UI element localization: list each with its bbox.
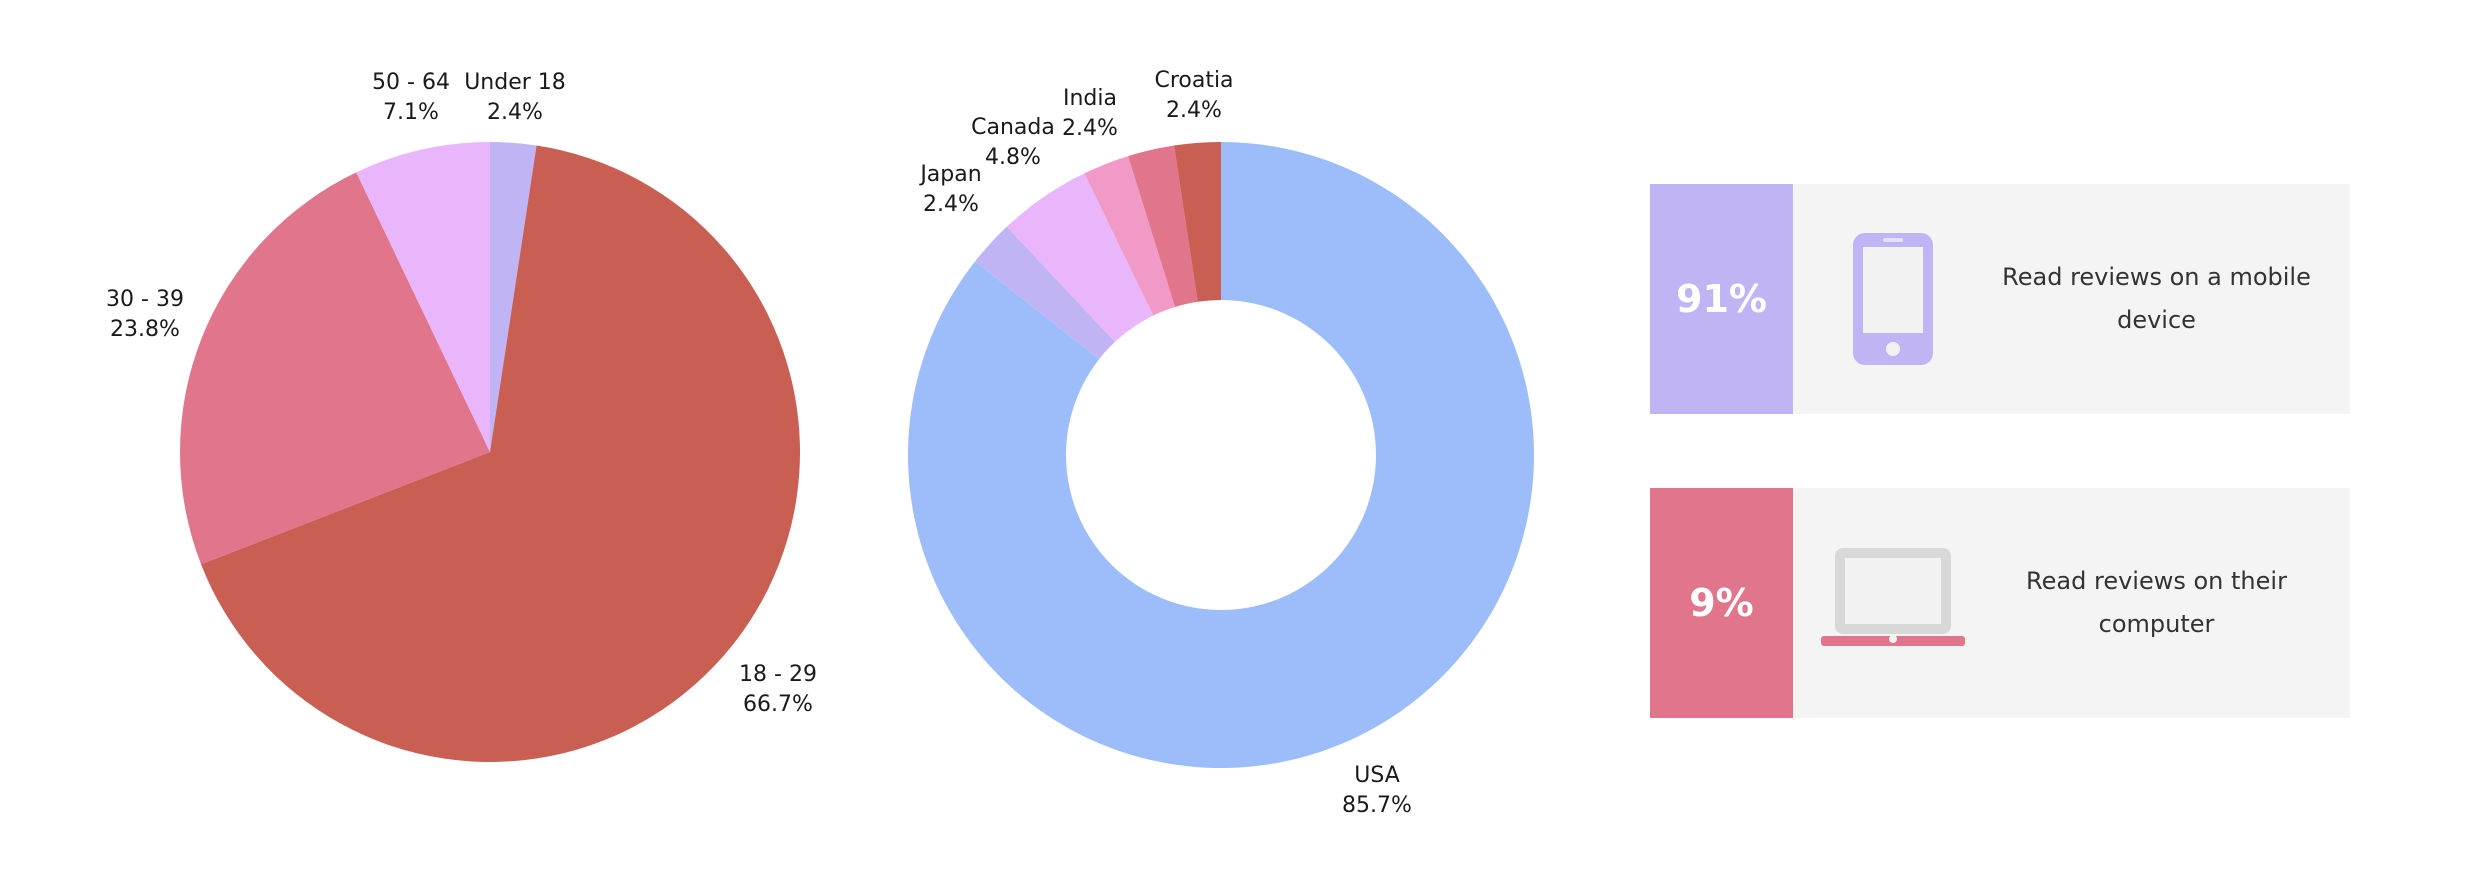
age-label-18-29: 18 - 29 66.7% — [739, 662, 817, 717]
country-donut-chart: USA 85.7% Japan 2.4%Canada 4.8%India 2.4% Croa… — [908, 68, 1534, 818]
country-label-canada: Canada 4.8% — [971, 115, 1055, 170]
mobile-stat-text: Read reviews on a mobile device — [2002, 263, 2311, 334]
mobile-stat-card: 91% Read reviews on a mobile device — [1650, 184, 2350, 414]
smartphone-icon — [1793, 184, 1993, 414]
country-slice-usa — [908, 142, 1534, 768]
computer-stat-text: Read reviews on their computer — [2026, 567, 2287, 638]
country-label-india: India 2.4% — [1062, 86, 1118, 141]
age-slice-18-29 — [201, 145, 801, 762]
computer-stat-card: 9% Read reviews on their computer — [1650, 488, 2350, 718]
mobile-stat-value: 91% — [1650, 184, 1793, 414]
country-slice-canada — [1006, 173, 1154, 342]
age-slice-30-39 — [180, 172, 491, 565]
laptop-icon — [1793, 488, 1993, 718]
country-slice-india — [1084, 156, 1176, 316]
country-label-croatia: Croatia 2.4% — [1154, 68, 1233, 123]
age-slice-under-18 — [490, 142, 537, 452]
age-label-under-18: Under 18 2.4% — [464, 70, 566, 125]
country-slice-croatia — [1174, 142, 1221, 302]
computer-stat-value: 9% — [1650, 488, 1793, 718]
country-slice-unlabeled-4 — [1128, 145, 1198, 307]
age-slice-50-64 — [356, 142, 490, 452]
country-label-japan: Japan 2.4% — [918, 162, 981, 217]
age-label-30-39: 30 - 39 23.8% — [106, 287, 184, 342]
age-label-50-64: 50 - 64 7.1% — [372, 70, 450, 125]
country-slice-japan — [975, 226, 1115, 360]
age-pie-chart: Under 18 2.4% 18 - 29 66.7% 30 - 39 23.8% 50 -… — [106, 70, 817, 762]
country-label-usa: USA 85.7% — [1342, 763, 1412, 818]
